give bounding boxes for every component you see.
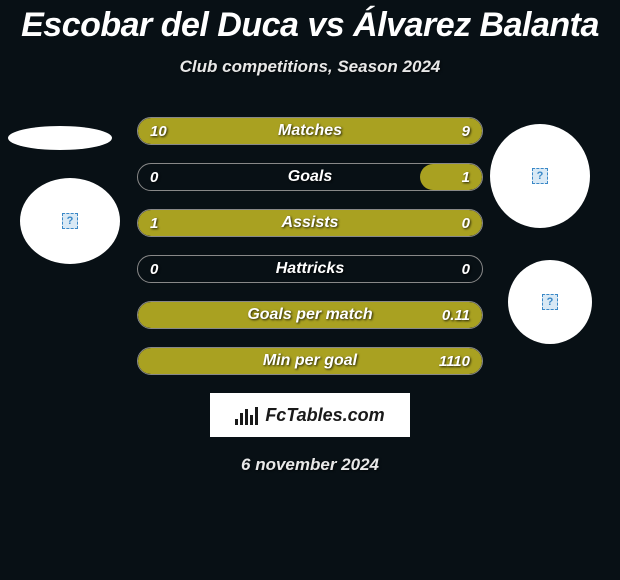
bar-label: Hattricks <box>138 256 482 282</box>
placeholder-icon: ? <box>62 213 78 229</box>
bar-row: 01Goals <box>137 163 483 191</box>
bar-row: 10Assists <box>137 209 483 237</box>
top-left-flat <box>8 126 112 150</box>
bar-row: 1110Min per goal <box>137 347 483 375</box>
fctables-badge[interactable]: FcTables.com <box>210 393 410 437</box>
bar-row: 109Matches <box>137 117 483 145</box>
date-label: 6 november 2024 <box>0 455 620 475</box>
page-title: Escobar del Duca vs Álvarez Balanta <box>0 0 620 45</box>
badge-label: FcTables.com <box>265 405 384 426</box>
placeholder-icon: ? <box>542 294 558 310</box>
bar-label: Goals per match <box>138 302 482 328</box>
right-avatar-2: ? <box>508 260 592 344</box>
bar-label: Assists <box>138 210 482 236</box>
comparison-bars: 109Matches 01Goals 10Assists 00Hattricks 0.1… <box>137 117 483 375</box>
placeholder-icon: ? <box>532 168 548 184</box>
left-avatar: ? <box>20 178 120 264</box>
right-avatar: ? <box>490 124 590 228</box>
bar-label: Min per goal <box>138 348 482 374</box>
bar-chart-icon <box>235 405 259 425</box>
subtitle: Club competitions, Season 2024 <box>0 57 620 77</box>
bar-row: 00Hattricks <box>137 255 483 283</box>
bar-label: Goals <box>138 164 482 190</box>
bar-label: Matches <box>138 118 482 144</box>
bar-row: 0.11Goals per match <box>137 301 483 329</box>
